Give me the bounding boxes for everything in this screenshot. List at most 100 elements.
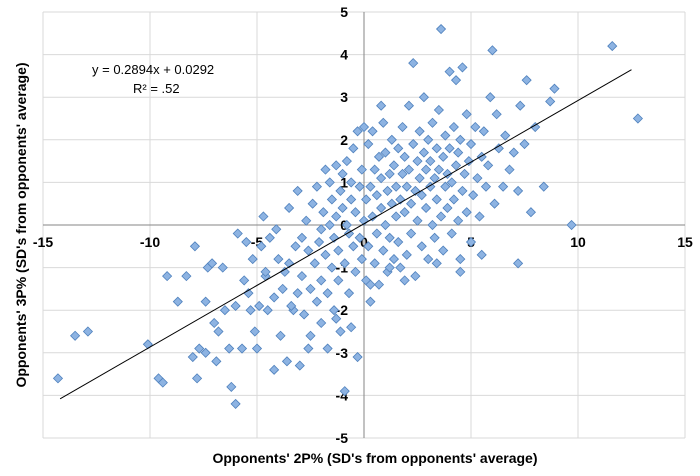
data-point: [200, 347, 211, 358]
data-point: [427, 219, 438, 231]
data-point: [292, 288, 303, 299]
y-tick-label: 1: [340, 174, 348, 190]
data-point: [442, 168, 453, 179]
data-point: [322, 288, 333, 299]
data-point: [378, 117, 389, 128]
trendline: [59, 69, 632, 400]
data-point: [403, 164, 415, 175]
data-point: [241, 236, 252, 248]
data-point: [376, 173, 387, 184]
data-point: [455, 266, 466, 277]
data-point: [142, 339, 153, 350]
data-point: [376, 202, 387, 214]
data-point: [446, 228, 457, 239]
data-point: [356, 164, 367, 175]
data-point: [52, 373, 64, 384]
data-point: [264, 232, 275, 243]
data-point: [504, 164, 515, 175]
data-point: [399, 151, 410, 162]
data-point: [429, 232, 440, 243]
data-point: [303, 245, 314, 256]
data-point: [459, 168, 470, 179]
data-point: [309, 258, 320, 269]
data-point: [414, 173, 425, 184]
data-point: [384, 168, 395, 179]
x-tick-label: -15: [33, 234, 53, 250]
data-point: [435, 23, 447, 35]
data-point: [217, 262, 228, 273]
data-point: [393, 143, 404, 154]
data-point: [352, 351, 363, 363]
data-point: [269, 292, 280, 303]
data-point: [465, 138, 477, 150]
data-point: [461, 207, 472, 218]
data-point: [498, 181, 509, 192]
data-point: [416, 241, 427, 252]
data-point: [157, 377, 168, 388]
data-point: [361, 194, 372, 205]
data-point: [465, 236, 477, 248]
data-point: [493, 143, 504, 154]
data-point: [468, 190, 479, 201]
data-point: [431, 143, 442, 154]
data-point: [296, 232, 308, 243]
data-point: [346, 177, 357, 188]
data-point: [431, 194, 442, 205]
x-tick-label: -10: [140, 234, 160, 250]
data-point: [296, 271, 308, 282]
data-point: [455, 254, 466, 265]
data-point: [472, 173, 483, 184]
data-point: [457, 62, 468, 73]
data-point: [354, 232, 365, 243]
data-point: [269, 364, 280, 375]
data-point: [232, 228, 243, 239]
data-point: [337, 202, 348, 214]
data-point: [260, 266, 271, 277]
x-axis-title: Opponents' 2P% (SD's from opponents' ave…: [212, 450, 537, 466]
data-point: [461, 109, 472, 120]
data-point: [489, 198, 500, 209]
data-point: [444, 143, 455, 154]
data-point: [279, 266, 290, 277]
x-tick-label: 10: [570, 234, 586, 250]
data-point: [333, 275, 344, 286]
data-point: [406, 198, 417, 209]
data-point: [254, 300, 265, 312]
data-point: [247, 254, 258, 265]
data-point: [480, 181, 492, 192]
data-point: [433, 104, 444, 116]
data-point: [194, 343, 205, 354]
data-point: [365, 296, 376, 307]
data-point: [348, 143, 359, 154]
data-point: [346, 322, 357, 333]
data-point: [382, 185, 393, 196]
data-point: [508, 147, 519, 158]
data-point: [294, 360, 305, 371]
data-point: [230, 300, 241, 312]
data-point: [307, 198, 318, 209]
data-point: [206, 258, 218, 269]
data-point: [339, 258, 350, 269]
data-point: [187, 351, 198, 363]
data-point: [448, 194, 459, 205]
data-point: [403, 100, 415, 111]
data-point: [427, 117, 438, 128]
y-tick-label: 3: [340, 89, 348, 105]
data-point: [395, 262, 406, 273]
data-point: [371, 190, 382, 201]
data-point: [236, 343, 248, 354]
data-point: [423, 254, 434, 265]
data-point: [485, 92, 496, 103]
data-point: [525, 207, 536, 218]
data-point: [363, 241, 374, 252]
data-point: [331, 211, 342, 222]
y-tick-label: -3: [336, 345, 349, 361]
data-point: [172, 296, 183, 307]
data-point: [299, 309, 310, 320]
data-point: [521, 75, 532, 86]
data-point: [408, 138, 419, 150]
data-point: [420, 164, 432, 175]
data-point: [483, 160, 494, 171]
data-point: [343, 288, 355, 299]
data-point: [412, 215, 423, 226]
